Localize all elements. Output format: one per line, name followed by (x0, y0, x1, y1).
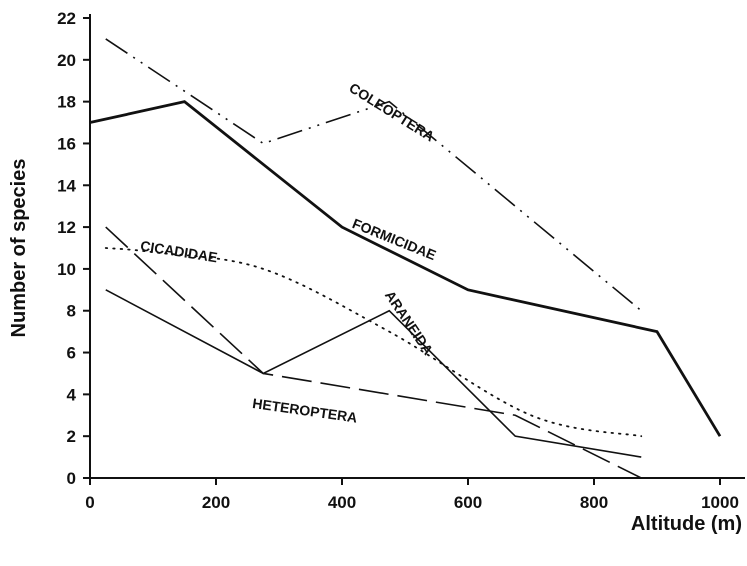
x-tick-labels: 0 200 400 600 800 1000 (85, 493, 739, 512)
y-tick-labels: 0 2 4 6 8 10 12 14 16 18 20 22 (57, 9, 76, 488)
series-label-heteroptera: HETEROPTERA (251, 395, 358, 426)
y-tick-label-6: 6 (67, 344, 76, 363)
y-tick-label-20: 20 (57, 51, 76, 70)
x-tick-label-200: 200 (202, 493, 230, 512)
x-tick-label-0: 0 (85, 493, 94, 512)
series-line-heteroptera (105, 226, 642, 479)
y-tick-label-0: 0 (67, 469, 76, 488)
y-tick-label-16: 16 (57, 134, 76, 153)
x-tick-label-600: 600 (454, 493, 482, 512)
x-axis-title: Altitude (m) (631, 513, 742, 535)
series-label-cicadidae: CICADIDAE (139, 237, 218, 265)
y-tick-label-10: 10 (57, 260, 76, 279)
y-tick-label-8: 8 (67, 302, 76, 321)
series-line-coleoptera (105, 38, 642, 312)
y-tick-label-14: 14 (57, 176, 76, 195)
series-lines (89, 38, 722, 479)
y-tick-label-12: 12 (57, 218, 76, 237)
series-label-coleoptera: COLEOPTERA (346, 79, 437, 144)
y-tick-label-22: 22 (57, 9, 76, 28)
series-label-araneida: ARANEIDA (382, 287, 437, 357)
x-tick-label-800: 800 (580, 493, 608, 512)
y-tick-label-4: 4 (67, 385, 77, 404)
series-line-cicadidae (104, 247, 643, 438)
x-tick-label-400: 400 (328, 493, 356, 512)
series-line-araneida (105, 289, 642, 458)
chart-axes (83, 14, 745, 485)
x-tick-label-1000: 1000 (701, 493, 739, 512)
y-tick-label-18: 18 (57, 93, 76, 112)
y-tick-label-2: 2 (67, 427, 76, 446)
series-line-formicidae (89, 100, 722, 437)
y-axis-title: Number of species (8, 159, 30, 338)
